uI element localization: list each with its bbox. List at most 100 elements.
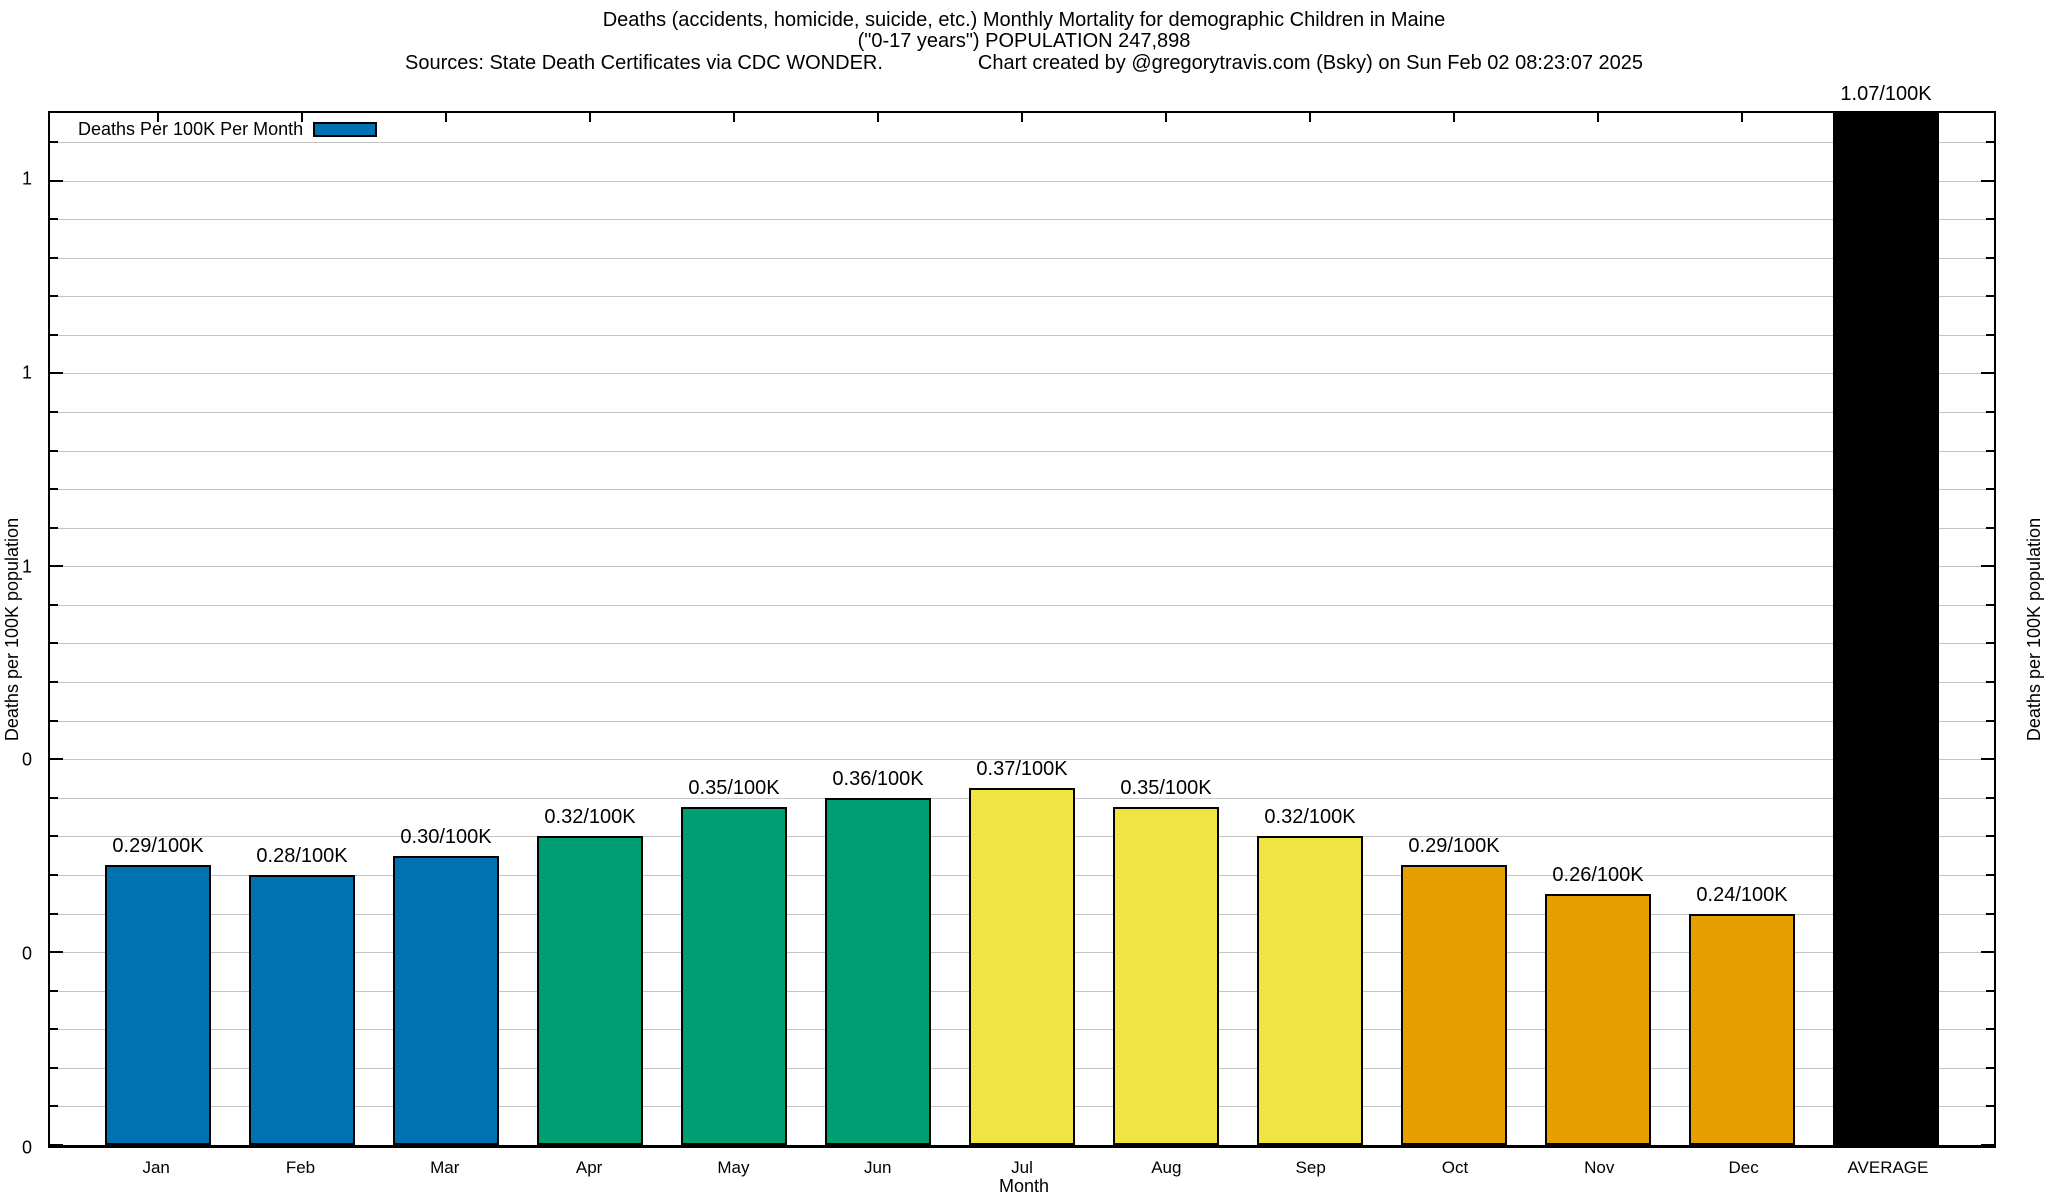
x-tick-mark xyxy=(1021,113,1023,122)
bar xyxy=(1688,913,1796,1145)
bar xyxy=(680,807,788,1145)
x-tick-mark xyxy=(157,113,159,122)
y-tick-mark xyxy=(1981,951,1994,954)
chart-title-line2: ("0-17 years") POPULATION 247,898 xyxy=(857,30,1191,52)
y-tick-mark xyxy=(1981,758,1994,761)
y-tick-mark xyxy=(1986,989,1994,992)
gridline xyxy=(50,527,1994,529)
y-tick-mark xyxy=(1986,642,1994,645)
bar-slot: 0.35/100K xyxy=(1094,113,1238,1145)
y-tick-label: 1 xyxy=(21,168,32,189)
bar xyxy=(1544,894,1652,1145)
gridline xyxy=(50,257,1994,259)
x-tick-col xyxy=(1382,113,1526,122)
y-tick-mark xyxy=(50,1144,63,1146)
x-tick-col xyxy=(374,113,518,122)
x-tick-label: Mar xyxy=(430,1158,460,1177)
y-tick-mark xyxy=(1986,295,1994,298)
x-tick-label: Dec xyxy=(1728,1158,1759,1177)
gridline xyxy=(50,180,1994,182)
y-tick-mark xyxy=(1981,179,1994,182)
y-tick-mark xyxy=(50,488,58,491)
bar xyxy=(968,788,1076,1145)
y-tick-label: 1 xyxy=(21,556,32,576)
gridline xyxy=(50,759,1994,761)
x-tick-label: Jan xyxy=(142,1158,170,1177)
y-tick-mark xyxy=(1986,140,1994,143)
x-tick-label: Jul xyxy=(1011,1158,1033,1177)
y-tick-mark xyxy=(1981,372,1994,375)
y-tick-mark xyxy=(50,449,58,452)
y-axis-label-right: Deaths per 100K population xyxy=(2024,517,2045,742)
y-tick-mark xyxy=(50,1066,58,1069)
x-tick-mark xyxy=(877,113,879,122)
bar-value-label: 0.30/100K xyxy=(400,825,492,848)
gridline xyxy=(50,141,1994,143)
y-tick-mark xyxy=(50,796,58,799)
x-tick-col xyxy=(1670,113,1814,122)
y-tick-mark xyxy=(50,758,63,761)
y-tick-mark xyxy=(1986,681,1994,684)
bar-slot: 0.30/100K xyxy=(374,113,518,1145)
legend-label: Deaths Per 100K Per Month xyxy=(78,119,304,139)
y-tick-label: 0 xyxy=(21,1137,32,1158)
x-tick-col xyxy=(1526,113,1670,122)
gridline xyxy=(50,296,1994,298)
x-tick-label: Feb xyxy=(285,1158,316,1177)
y-tick-mark xyxy=(50,681,58,684)
x-tick-mark xyxy=(1453,113,1455,122)
bar xyxy=(1256,836,1364,1145)
gridline xyxy=(50,643,1994,645)
y-tick-mark xyxy=(1986,449,1994,452)
x-tick-col xyxy=(950,113,1094,122)
y-tick-mark xyxy=(50,179,63,182)
x-tick-label: Sep xyxy=(1295,1158,1326,1177)
bar-value-label: 0.32/100K xyxy=(1264,806,1356,829)
x-tick-col xyxy=(806,113,950,122)
y-tick-mark xyxy=(50,1105,58,1108)
y-tick-mark xyxy=(50,835,58,838)
bar xyxy=(104,865,212,1145)
x-tick-mark xyxy=(733,113,735,122)
bar xyxy=(392,855,500,1145)
y-tick-mark xyxy=(50,410,58,413)
bar-slot: 1.07/100K xyxy=(1814,83,1958,1145)
y-tick-mark xyxy=(1986,333,1994,336)
bar-slot: 0.24/100K xyxy=(1670,113,1814,1145)
gridline xyxy=(50,489,1994,491)
y-tick-mark xyxy=(50,565,63,568)
y-tick-mark xyxy=(1986,1105,1994,1108)
y-tick-mark xyxy=(50,719,58,722)
bar-value-label: 0.37/100K xyxy=(976,758,1068,781)
y-tick-mark xyxy=(1986,719,1994,722)
x-tick-mark xyxy=(445,113,447,122)
x-axis-label: Month xyxy=(998,1176,1050,1196)
y-tick-mark xyxy=(50,989,58,992)
gridline xyxy=(50,219,1994,221)
bar-value-label: 0.29/100K xyxy=(1408,835,1500,858)
y-tick-mark xyxy=(1986,526,1994,529)
x-tick-label: Aug xyxy=(1151,1158,1182,1177)
bar xyxy=(824,797,932,1145)
y-tick-mark xyxy=(1986,218,1994,221)
y-tick-mark xyxy=(50,526,58,529)
bar-slot: 0.32/100K xyxy=(1238,113,1382,1145)
legend-swatch xyxy=(313,122,378,137)
x-tick-mark xyxy=(1165,113,1167,122)
bar xyxy=(536,836,644,1145)
bar-value-label: 0.26/100K xyxy=(1552,864,1644,887)
x-tick-mark xyxy=(589,113,591,122)
y-tick-label: 1 xyxy=(21,362,32,383)
gridline xyxy=(50,720,1994,722)
bar xyxy=(1832,113,1940,1145)
bar-slot: 0.35/100K xyxy=(662,113,806,1145)
gridline xyxy=(50,334,1994,336)
legend: Deaths Per 100K Per Month xyxy=(78,119,378,140)
y-tick-mark xyxy=(50,372,63,375)
y-tick-mark xyxy=(1986,835,1994,838)
y-tick-mark xyxy=(50,256,58,259)
y-tick-mark xyxy=(50,873,58,876)
bar-value-label: 1.07/100K xyxy=(1840,83,1932,105)
y-tick-mark xyxy=(50,951,63,954)
gridline xyxy=(50,411,1994,413)
